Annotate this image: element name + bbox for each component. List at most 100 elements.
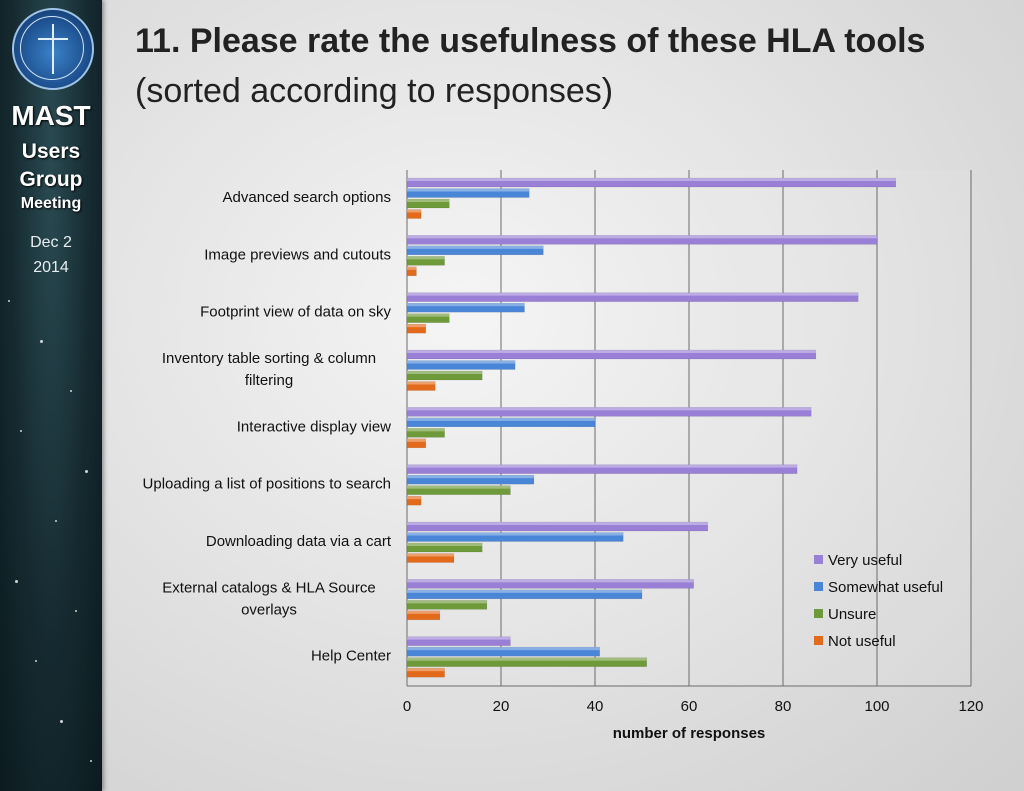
bar-highlight: [407, 636, 511, 640]
x-tick-label: 40: [587, 698, 604, 715]
bar-somewhat-useful: [406, 188, 530, 198]
bar-highlight: [407, 245, 544, 249]
brand-line-mast: MAST: [11, 100, 91, 131]
bar-unsure: [406, 428, 445, 438]
y-category-label: Downloading data via a cart: [206, 533, 392, 550]
bar-very-useful: [406, 177, 897, 188]
bar-very-useful: [406, 235, 878, 245]
bar-highlight: [407, 360, 516, 364]
bar-somewhat-useful: [406, 245, 544, 256]
bar-highlight: [407, 350, 816, 353]
bar-somewhat-useful: [406, 589, 643, 600]
bar-highlight: [407, 532, 624, 536]
bar-unsure: [406, 600, 488, 610]
bar-very-useful: [406, 521, 709, 532]
bar-not-useful: [406, 266, 417, 277]
slide-subtitle: (sorted according to responses): [135, 72, 614, 110]
bar-highlight: [407, 188, 530, 192]
meeting-date-year: 2014: [33, 259, 69, 276]
bar-highlight: [407, 610, 440, 614]
bar-not-useful: [406, 381, 436, 391]
bar-highlight: [407, 543, 483, 546]
bar-highlight: [407, 324, 426, 328]
brand-line-users: Users: [21, 140, 81, 163]
brand-line-meeting: Meeting: [20, 195, 82, 212]
bar-highlight: [407, 496, 422, 500]
bar-highlight: [407, 438, 426, 442]
legend-swatch: [814, 609, 823, 618]
bar-highlight: [407, 407, 812, 411]
y-category-label: Interactive display view: [237, 418, 391, 435]
y-category-label: Uploading a list of positions to search: [143, 476, 391, 493]
bar-somewhat-useful: [406, 474, 535, 485]
bar-highlight: [407, 381, 436, 385]
bar-unsure: [406, 313, 450, 323]
y-category-label: overlays: [241, 601, 297, 618]
legend-swatch: [814, 582, 823, 591]
bar-highlight: [407, 475, 534, 479]
bar-not-useful: [406, 610, 441, 621]
bar-very-useful: [406, 579, 694, 589]
y-category-label: External catalogs & HLA Source: [162, 579, 375, 596]
legend-label: Somewhat useful: [828, 579, 943, 596]
bar-not-useful: [406, 209, 422, 219]
bar-highlight: [407, 313, 450, 317]
bar-unsure: [406, 198, 450, 209]
brand-line-group: Group: [19, 168, 83, 191]
x-tick-label: 80: [775, 698, 792, 715]
bar-highlight: [407, 428, 445, 432]
bar-not-useful: [406, 553, 455, 563]
bar-very-useful: [406, 349, 817, 360]
bar-highlight: [407, 256, 445, 260]
slide-title: 11. Please rate the usefulness of these …: [135, 22, 926, 60]
bar-not-useful: [406, 438, 427, 449]
y-category-label: Footprint view of data on sky: [200, 304, 391, 321]
bar-highlight: [407, 647, 600, 651]
mast-logo-icon: [12, 8, 94, 90]
bar-somewhat-useful: [406, 360, 516, 370]
legend-label: Unsure: [828, 606, 876, 623]
bar-highlight: [407, 292, 859, 296]
bar-unsure: [406, 485, 511, 495]
legend-label: Very useful: [828, 552, 902, 569]
x-tick-label: 0: [403, 698, 411, 715]
x-tick-label: 60: [681, 698, 698, 715]
bar-highlight: [407, 600, 487, 604]
bar-unsure: [406, 370, 483, 381]
bar-highlight: [407, 464, 798, 468]
bar-very-useful: [406, 407, 812, 417]
bar-very-useful: [406, 464, 798, 474]
bar-highlight: [407, 579, 694, 583]
bar-highlight: [407, 266, 417, 270]
bar-somewhat-useful: [406, 646, 600, 657]
bar-highlight: [407, 668, 445, 672]
bar-highlight: [407, 235, 877, 239]
bar-highlight: [407, 657, 647, 661]
bar-not-useful: [406, 495, 422, 506]
bar-somewhat-useful: [406, 532, 624, 542]
bar-highlight: [407, 199, 450, 202]
legend-swatch: [814, 636, 823, 645]
bar-highlight: [407, 303, 525, 307]
y-category-label: Image previews and cutouts: [204, 246, 391, 263]
bar-highlight: [407, 522, 708, 525]
bar-somewhat-useful: [406, 417, 596, 428]
meeting-date-day: Dec 2: [30, 234, 72, 251]
bar-highlight: [407, 178, 896, 181]
bar-highlight: [407, 417, 595, 421]
sidebar: MAST Users Group Meeting Dec 2 2014: [0, 0, 102, 791]
x-tick-label: 100: [864, 698, 889, 715]
y-category-label: Help Center: [311, 648, 391, 665]
x-axis-title: number of responses: [613, 725, 766, 742]
bar-highlight: [407, 589, 642, 593]
y-category-label: Advanced search options: [223, 189, 391, 206]
bar-highlight: [407, 485, 511, 489]
bar-unsure: [406, 256, 445, 266]
bar-very-useful: [406, 636, 511, 646]
bar-unsure: [406, 657, 647, 667]
y-category-label: Inventory table sorting & column: [162, 350, 376, 367]
bar-unsure: [406, 542, 483, 553]
x-tick-label: 20: [493, 698, 510, 715]
bar-not-useful: [406, 323, 427, 334]
